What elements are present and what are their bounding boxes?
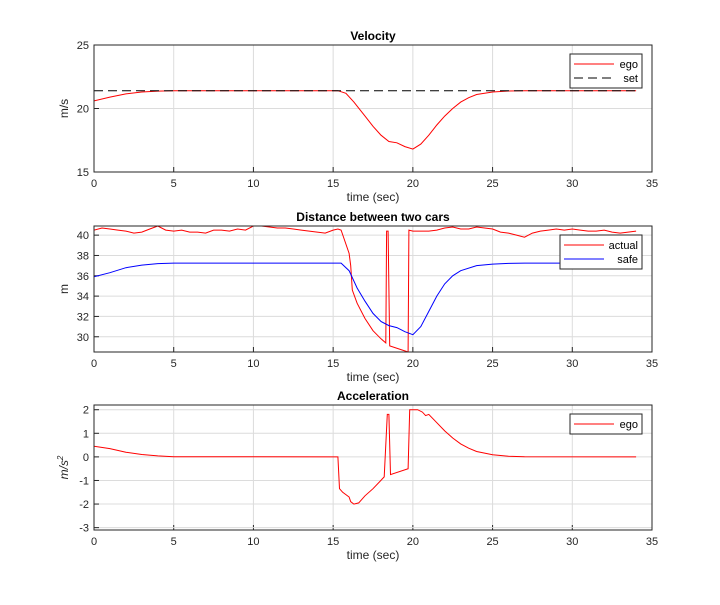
x-tick-label: 35: [646, 178, 658, 190]
x-tick-label: 15: [327, 358, 339, 370]
x-tick-label: 10: [247, 536, 259, 548]
x-tick-label: 10: [247, 358, 259, 370]
legend-label-safe: safe: [617, 254, 638, 266]
x-tick-label: 5: [171, 358, 177, 370]
x-tick-label: 5: [171, 536, 177, 548]
axes-box: [93, 404, 653, 531]
chart-title: Acceleration: [337, 389, 409, 403]
subplot-2: 0 5 10 15 20 25 30 35 30 32 34 36 38 40 Distance betwe…: [57, 210, 658, 384]
y-tick-label: -3: [79, 523, 89, 535]
axes-background: [94, 405, 652, 530]
y-tick-label: 36: [77, 271, 89, 283]
legend: ego: [569, 413, 643, 435]
y-axis-label: m: [57, 284, 71, 294]
y-tick-label: 38: [77, 250, 89, 262]
axes-box: [93, 44, 653, 173]
x-tick-label: 5: [171, 178, 177, 190]
legend-label-ego: ego: [620, 59, 638, 71]
y-axis-label-exponent: 2: [56, 455, 65, 461]
x-tick-label: 0: [91, 358, 97, 370]
y-tick-label: 15: [77, 167, 89, 179]
legend-label-ego: ego: [620, 419, 638, 431]
y-axis-label: m/s: [57, 99, 71, 118]
x-tick-label: 35: [646, 358, 658, 370]
y-tick-label: 25: [77, 40, 89, 52]
x-tick-label: 15: [327, 178, 339, 190]
x-tick-label: 30: [566, 358, 578, 370]
legend-label-set: set: [623, 73, 638, 85]
legend-box: [569, 53, 643, 89]
x-tick-label: 20: [407, 178, 419, 190]
legend-box: [559, 234, 643, 270]
x-tick-label: 25: [486, 358, 498, 370]
x-axis-label: time (sec): [347, 548, 400, 562]
y-tick-label: 30: [77, 332, 89, 344]
subplot-3: 0 5 10 15 20 25 30 35 -3 -2 -1 0 1 2 Acceleration time …: [56, 389, 658, 562]
x-tick-label: 25: [486, 178, 498, 190]
x-tick-label: 15: [327, 536, 339, 548]
legend: actual safe: [559, 234, 643, 270]
y-tick-label: 20: [77, 104, 89, 116]
y-tick-label: 34: [77, 291, 89, 303]
y-tick-label: -1: [79, 475, 89, 487]
y-axis-label-base: m/s: [57, 460, 71, 479]
x-tick-label: 10: [247, 178, 259, 190]
y-tick-label: 32: [77, 311, 89, 323]
y-tick-label: 40: [77, 230, 89, 242]
series-line-ego: [94, 409, 637, 505]
y-tick-label: 1: [83, 428, 89, 440]
series-line-actual: [94, 226, 637, 352]
x-axis-label: time (sec): [347, 190, 400, 204]
x-axis-label: time (sec): [347, 370, 400, 384]
chart-title: Velocity: [350, 29, 396, 43]
x-tick-label: 30: [566, 178, 578, 190]
y-tick-label: 2: [83, 405, 89, 417]
x-tick-label: 30: [566, 536, 578, 548]
x-tick-label: 20: [407, 536, 419, 548]
y-axis-label: m/s2: [56, 455, 71, 479]
chart-title: Distance between two cars: [296, 210, 450, 224]
x-tick-label: 0: [91, 178, 97, 190]
legend: ego set: [569, 53, 643, 89]
subplot-1: 0 5 10 15 20 25 30 35 15 20 25 Velocity time (sec) m/…: [57, 29, 658, 204]
x-tick-label: 35: [646, 536, 658, 548]
y-tick-label: -2: [79, 499, 89, 511]
x-tick-label: 20: [407, 358, 419, 370]
series-line-safe: [94, 262, 637, 336]
y-tick-label: 0: [83, 452, 89, 464]
axes-box: [93, 225, 653, 353]
legend-label-actual: actual: [609, 240, 638, 252]
x-tick-label: 25: [486, 536, 498, 548]
x-tick-label: 0: [91, 536, 97, 548]
